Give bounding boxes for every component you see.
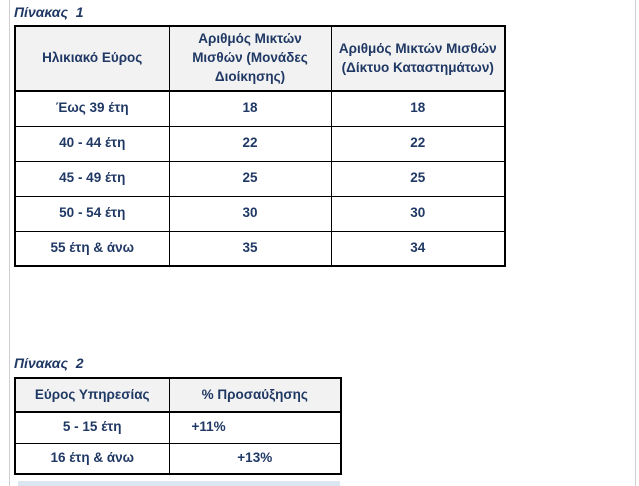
table1-cell-admin: 25 bbox=[168, 160, 332, 197]
table2-caption: Πίνακας 2 bbox=[14, 355, 84, 371]
page-edge-left bbox=[9, 0, 10, 486]
page-edge-right bbox=[635, 0, 636, 486]
table1-header-salaries-admin: Αριθμός Μικτών Μισθών (Μονάδες Διοίκησης… bbox=[168, 25, 332, 92]
table1-cell-admin: 35 bbox=[168, 230, 332, 267]
next-element-shading-strip bbox=[18, 481, 340, 486]
table1-cell-branches: 22 bbox=[330, 125, 506, 162]
table-row: 40 - 44 έτη 22 22 bbox=[14, 125, 506, 162]
table-row: 45 - 49 έτη 25 25 bbox=[14, 160, 506, 197]
table2-service-increment: Εύρος Υπηρεσίας % Προσαύξησης 5 - 15 έτη… bbox=[14, 377, 342, 475]
table2-cell-service: 5 - 15 έτη bbox=[14, 411, 170, 444]
table-row: 55 έτη & άνω 35 34 bbox=[14, 230, 506, 267]
table1-cell-admin: 30 bbox=[168, 195, 332, 232]
table1-cell-age: 55 έτη & άνω bbox=[14, 230, 170, 267]
table1-caption: Πίνακας 1 bbox=[14, 4, 84, 20]
table1-age-salary: Ηλικιακό Εύρος Αριθμός Μικτών Μισθών (Μο… bbox=[14, 25, 506, 267]
table2-cell-increment: +13% bbox=[168, 442, 342, 475]
table1-cell-age: 50 - 54 έτη bbox=[14, 195, 170, 232]
table2-header-increment-pct: % Προσαύξησης bbox=[168, 377, 342, 413]
table1-cell-branches: 18 bbox=[330, 90, 506, 127]
table2-cell-increment: +11% bbox=[168, 411, 342, 444]
table-row: Έως 39 έτη 18 18 bbox=[14, 90, 506, 127]
table1-cell-age: 45 - 49 έτη bbox=[14, 160, 170, 197]
table1-cell-admin: 18 bbox=[168, 90, 332, 127]
table1-cell-branches: 30 bbox=[330, 195, 506, 232]
table2-header-service-range: Εύρος Υπηρεσίας bbox=[14, 377, 170, 413]
table-row: 16 έτη & άνω +13% bbox=[14, 442, 342, 475]
table1-cell-age: Έως 39 έτη bbox=[14, 90, 170, 127]
table1-cell-admin: 22 bbox=[168, 125, 332, 162]
table1-cell-branches: 25 bbox=[330, 160, 506, 197]
table-row: 50 - 54 έτη 30 30 bbox=[14, 195, 506, 232]
table1-header-age-range: Ηλικιακό Εύρος bbox=[14, 25, 170, 92]
table1-cell-branches: 34 bbox=[330, 230, 506, 267]
table1-header-row: Ηλικιακό Εύρος Αριθμός Μικτών Μισθών (Μο… bbox=[14, 25, 506, 92]
table2-cell-service: 16 έτη & άνω bbox=[14, 442, 170, 475]
table-row: 5 - 15 έτη +11% bbox=[14, 411, 342, 444]
table2-header-row: Εύρος Υπηρεσίας % Προσαύξησης bbox=[14, 377, 342, 413]
table1-cell-age: 40 - 44 έτη bbox=[14, 125, 170, 162]
table1-header-salaries-branches: Αριθμός Μικτών Μισθών (Δίκτυο Καταστημάτ… bbox=[330, 25, 506, 92]
